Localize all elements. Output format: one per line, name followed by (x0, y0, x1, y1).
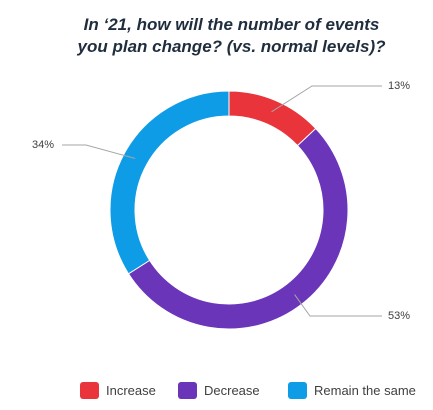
data-label-increase: 13% (388, 80, 410, 92)
leader-line-increase (271, 85, 382, 113)
legend-label-decrease: Decrease (204, 382, 260, 398)
data-label-decrease: 53% (388, 310, 410, 322)
leader-line-remain-the-same (62, 144, 136, 159)
legend: Increase Decrease Remain the same (0, 380, 433, 402)
legend-swatch-remain-the-same (288, 381, 307, 399)
chart-title-line-2: you plan change? (vs. normal levels)? (77, 37, 386, 56)
slice-decrease[interactable] (127, 127, 349, 330)
slice-remain-the-same[interactable] (109, 90, 230, 275)
leader-line-decrease (294, 294, 382, 317)
chart-title: In ‘21, how will the number of events yo… (40, 14, 423, 58)
legend-label-increase: Increase (106, 382, 156, 398)
legend-item-decrease[interactable]: Decrease (178, 380, 260, 400)
slice-increase[interactable] (228, 90, 317, 147)
legend-swatch-decrease (178, 381, 197, 399)
legend-item-increase[interactable]: Increase (80, 380, 156, 400)
legend-item-remain-the-same[interactable]: Remain the same (288, 380, 416, 400)
chart-title-line-1: In ‘21, how will the number of events (83, 15, 380, 34)
legend-label-remain-the-same: Remain the same (314, 382, 416, 398)
data-label-remain-the-same: 34% (32, 139, 54, 151)
legend-swatch-increase (80, 381, 99, 399)
